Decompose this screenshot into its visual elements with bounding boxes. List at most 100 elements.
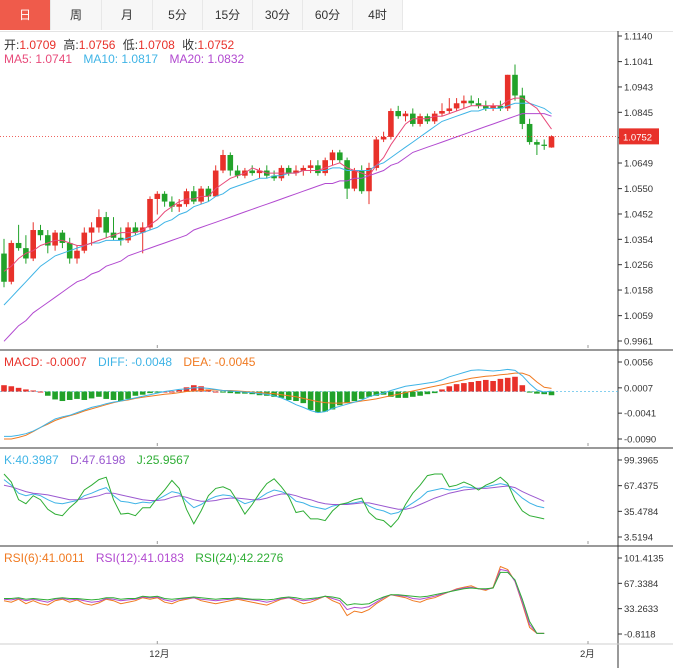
macd-bar	[125, 391, 131, 399]
last-price-label: 1.0752	[623, 132, 652, 143]
candle-body	[293, 170, 299, 174]
y-tick-label: 1.0550	[624, 184, 653, 195]
candle-body	[8, 242, 15, 282]
ma20-line	[3, 113, 552, 342]
y-tick-label: 0.0007	[624, 383, 653, 394]
close-value: 1.0752	[197, 38, 235, 52]
macd-bar	[293, 391, 299, 402]
macd-bar	[373, 391, 380, 396]
candle-body	[548, 136, 555, 148]
candle-body	[453, 103, 460, 109]
macd-bar	[453, 384, 460, 392]
macd-bar	[45, 391, 51, 396]
kdj-j-line	[3, 473, 545, 528]
macd-bar	[15, 387, 22, 392]
macd-bar	[483, 379, 489, 392]
candle-body	[337, 152, 343, 161]
candle-body	[358, 170, 365, 192]
macd-bar	[519, 385, 526, 392]
candle-body	[526, 123, 533, 143]
y-tick-label: -0.8118	[624, 630, 656, 641]
candle-body	[1, 253, 7, 282]
macd-bar	[402, 391, 409, 398]
macd-legend: MACD: -0.0007 DIFF: -0.0048 DEA: -0.0045	[4, 355, 259, 369]
macd-bar	[526, 391, 533, 393]
macd-bar	[118, 391, 124, 402]
ma-legend: MA5: 1.0741 MA10: 1.0817 MA20: 1.0832	[4, 52, 248, 66]
macd-bar	[264, 391, 270, 396]
kdj-legend: K:40.3987 D:47.6198 J:25.9567	[4, 453, 194, 467]
candle-body	[37, 230, 44, 236]
y-tick-label: 99.3965	[624, 456, 658, 467]
tab-4[interactable]: 15分	[203, 0, 253, 30]
candle-body	[154, 193, 161, 199]
candle-body	[497, 105, 504, 109]
y-tick-label: 1.0059	[624, 311, 653, 322]
high-label: 高:	[63, 38, 79, 52]
macd-bar	[410, 391, 416, 397]
tab-7[interactable]: 4时	[353, 0, 403, 30]
dea-line	[4, 372, 552, 440]
macd-bar	[96, 391, 102, 397]
y-tick-label: 1.1140	[624, 32, 652, 43]
candle-body	[132, 227, 139, 233]
candle-body	[147, 198, 153, 228]
period-tabs: 日周月 5分 15分 30分 60分 4时	[0, 0, 673, 32]
macd-bar	[74, 391, 80, 399]
macd-bar	[534, 391, 540, 394]
macd-bar	[198, 386, 204, 392]
candle-body	[395, 111, 401, 117]
macd-bar	[139, 391, 146, 395]
macd-bar	[541, 391, 547, 395]
candle-body	[366, 167, 372, 192]
candle-body	[461, 100, 467, 104]
candle-body	[512, 74, 518, 96]
y-tick-label: 1.0943	[624, 82, 653, 93]
candle-body	[329, 152, 336, 161]
macd-bar	[424, 391, 431, 395]
macd-bar	[431, 391, 438, 394]
macd-bar	[8, 386, 15, 392]
close-label: 收:	[182, 38, 198, 52]
y-tick-label: 33.2633	[624, 604, 658, 615]
rsi-line-0	[3, 565, 545, 634]
ohlc-legend: 开:1.0709 高:1.0756 低:1.0708 收:1.0752	[4, 36, 238, 53]
y-tick-label: 1.1041	[624, 57, 653, 68]
candle-body	[446, 108, 453, 112]
candle-body	[227, 154, 234, 171]
y-tick-label: 67.4375	[624, 481, 658, 492]
candle-body	[45, 235, 51, 246]
candle-body	[439, 111, 445, 114]
tab-6[interactable]: 60分	[303, 0, 353, 30]
macd-bar	[417, 391, 423, 396]
tab-2[interactable]: 月	[102, 0, 153, 30]
candle-body	[504, 74, 511, 109]
open-value: 1.0709	[19, 38, 57, 52]
tab-5[interactable]: 30分	[253, 0, 303, 30]
macd-bar	[322, 391, 328, 412]
macd-bar	[103, 391, 109, 399]
candle-body	[431, 113, 438, 122]
dea-legend-value: DEA: -0.0045	[183, 355, 256, 369]
macd-bar	[504, 377, 511, 392]
candle-body	[88, 227, 95, 233]
candle-body	[212, 170, 219, 197]
macd-bar	[154, 391, 161, 393]
candle-body	[198, 188, 204, 202]
rsi-line-1	[3, 568, 545, 634]
candle-body	[344, 160, 350, 189]
rsi24-legend-value: RSI(24):42.2276	[195, 551, 284, 565]
tab-3[interactable]: 5分	[153, 0, 203, 30]
tab-1[interactable]: 周	[51, 0, 102, 30]
tab-0[interactable]: 日	[0, 0, 51, 30]
macd-bar	[23, 389, 29, 392]
candle-body	[483, 105, 489, 109]
candle-body	[81, 232, 88, 251]
macd-bar	[300, 391, 307, 404]
candle-body	[300, 167, 307, 171]
last-price-tag	[619, 128, 659, 145]
macd-bar	[366, 391, 372, 397]
diff-legend-value: DIFF: -0.0048	[98, 355, 173, 369]
y-tick-label: -0.0090	[624, 435, 656, 446]
rsi-line-2	[4, 571, 545, 634]
